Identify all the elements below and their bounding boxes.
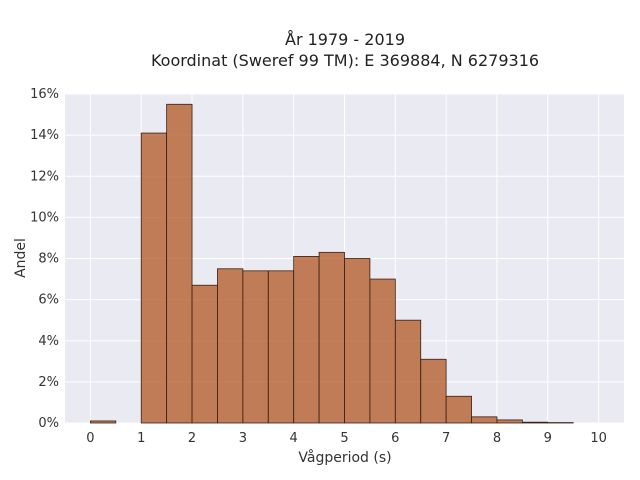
histogram-bar xyxy=(521,421,549,424)
x-tick-label: 1 xyxy=(137,431,145,446)
y-axis-label: Andel xyxy=(13,238,29,278)
histogram-bar xyxy=(344,258,371,424)
y-tick-label: 0% xyxy=(38,416,59,431)
x-tick-label: 5 xyxy=(340,431,348,446)
histogram-bar xyxy=(293,256,320,424)
chart-title-line-2: Koordinat (Sweref 99 TM): E 369884, N 62… xyxy=(151,51,539,70)
histogram-bar xyxy=(394,319,422,424)
histogram-bar xyxy=(90,420,117,424)
x-tick-label: 0 xyxy=(86,431,94,446)
histogram-bar xyxy=(242,270,269,424)
histogram-bar xyxy=(217,268,244,424)
y-tick-label: 12% xyxy=(30,169,59,184)
x-axis-label: Vågperiod (s) xyxy=(298,449,391,466)
x-tick-label: 7 xyxy=(442,431,450,446)
y-tick-label: 14% xyxy=(30,128,59,143)
histogram-bar xyxy=(318,251,345,424)
histogram-bar xyxy=(445,395,472,424)
x-axis-ticks: 0 1 2 3 4 5 6 7 8 9 10 xyxy=(86,431,607,446)
y-tick-label: 10% xyxy=(30,210,59,225)
x-tick-label: 2 xyxy=(188,431,196,446)
x-tick-label: 9 xyxy=(544,431,552,446)
y-tick-label: 6% xyxy=(38,293,59,308)
x-tick-label: 10 xyxy=(590,431,607,446)
histogram-bar xyxy=(496,419,523,424)
y-axis-ticks: 0% 2% 4% 6% 8% 10% 12% 14% 16% xyxy=(30,87,59,431)
histogram-bar xyxy=(369,278,396,424)
histogram-bar xyxy=(267,270,295,424)
histogram-bar xyxy=(420,358,447,424)
x-tick-label: 4 xyxy=(290,431,298,446)
chart-title-line-1: År 1979 - 2019 xyxy=(285,30,405,49)
histogram-bar xyxy=(140,132,168,424)
bars xyxy=(90,103,574,424)
x-tick-label: 3 xyxy=(239,431,247,446)
y-tick-label: 8% xyxy=(38,252,59,267)
y-tick-label: 2% xyxy=(38,375,59,390)
histogram-bar xyxy=(471,416,498,424)
histogram-bar xyxy=(166,103,193,424)
x-tick-label: 8 xyxy=(493,431,501,446)
y-tick-label: 16% xyxy=(30,87,59,102)
x-tick-label: 6 xyxy=(391,431,399,446)
histogram-bar xyxy=(191,284,218,424)
y-tick-label: 4% xyxy=(38,334,59,349)
